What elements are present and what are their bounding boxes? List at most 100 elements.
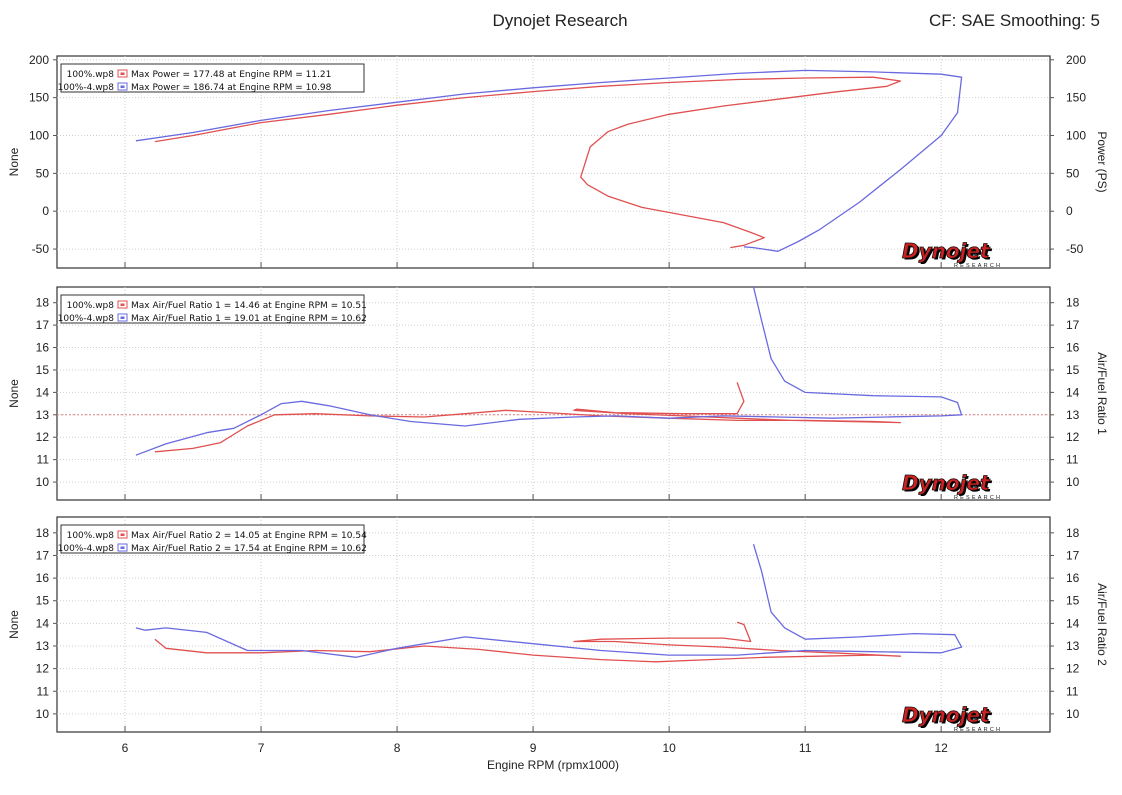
legend-swatch (117, 300, 128, 309)
legend-swatch-fill (120, 533, 125, 536)
legend-swatch-fill (120, 316, 125, 319)
legend-swatch-fill (120, 85, 125, 88)
legend-run-name: 100%.wp8 (67, 301, 115, 311)
y-tick-label-right: 10 (1066, 475, 1080, 489)
y-tick-label-right: 17 (1066, 548, 1080, 562)
y-tick-label-right: 14 (1066, 616, 1080, 630)
legend-swatch-fill (120, 303, 125, 306)
y-tick-label-left: 13 (36, 639, 50, 653)
dynojet-logo: Dynojet (902, 703, 991, 727)
legend-run-name: 100%.wp8 (67, 70, 115, 80)
logo-shadow: Dynojet (904, 705, 993, 729)
y-tick-label-left: 0 (42, 204, 49, 218)
x-axis-label: Engine RPM (rpmx1000) (487, 758, 619, 772)
x-tick-label: 8 (394, 741, 401, 755)
y-tick-label-right: 11 (1066, 684, 1079, 698)
y-tick-label-left: 14 (36, 385, 50, 399)
y-tick-label-left: 13 (36, 408, 50, 422)
y-tick-label-left: 10 (36, 475, 50, 489)
legend-swatch (117, 69, 128, 78)
legend-box (60, 294, 365, 324)
y-tick-label-right: 16 (1066, 341, 1080, 355)
legend-swatch-fill (120, 546, 125, 549)
logo-shadow: Dynojet (904, 241, 993, 265)
logo-subtext: RESEARCH (954, 495, 1002, 501)
y-axis-label-left: None (7, 610, 21, 639)
chart-title: Dynojet Research (492, 11, 627, 30)
logo-shadow: Dynojet (904, 473, 993, 497)
x-tick-label: 10 (662, 741, 676, 755)
y-tick-label-right: 100 (1066, 129, 1086, 143)
dynojet-logo: Dynojet (902, 471, 991, 495)
y-tick-label-right: 0 (1066, 204, 1073, 218)
y-tick-label-left: 18 (36, 526, 50, 540)
x-tick-label: 11 (799, 741, 812, 755)
legend-swatch (117, 313, 128, 322)
chart-panel-1: -50 -50 0 0 50 50 100 100 150 150 200 200 None Power … (7, 53, 1109, 269)
series-line-1 (154, 76, 902, 249)
y-tick-label-right: 16 (1066, 571, 1080, 585)
y-tick-label-left: 10 (36, 707, 50, 721)
legend-run-name: 100%-4.wp8 (58, 544, 115, 554)
y-tick-label-left: 16 (36, 571, 50, 585)
legend-swatch (117, 543, 128, 552)
y-tick-label-right: 13 (1066, 408, 1080, 422)
legend-swatch (117, 530, 128, 539)
chart-panel-3: 10 10 11 11 12 12 13 13 14 14 15 15 16 16 17 17 18 18 None… (7, 516, 1109, 733)
legend-text: Max Power = 186.74 at Engine RPM = 10.98 (131, 83, 332, 93)
y-axis-label-left: None (7, 147, 21, 176)
y-tick-label-left: -50 (32, 242, 50, 256)
series-line-1 (154, 621, 902, 663)
y-tick-label-left: 100 (29, 129, 49, 143)
y-tick-label-right: 12 (1066, 662, 1080, 676)
y-tick-label-left: 17 (36, 548, 50, 562)
series-line-2 (135, 544, 963, 658)
x-tick-label: 12 (934, 741, 948, 755)
y-tick-label-right: 10 (1066, 707, 1080, 721)
y-tick-label-right: -50 (1066, 242, 1084, 256)
y-tick-label-left: 15 (36, 363, 50, 377)
y-tick-label-left: 16 (36, 341, 50, 355)
y-axis-label-right: Air/Fuel Ratio 2 (1095, 583, 1109, 666)
y-tick-label-right: 13 (1066, 639, 1080, 653)
y-tick-label-right: 50 (1066, 166, 1080, 180)
x-tick-label: 7 (258, 741, 265, 755)
legend-box (60, 63, 365, 93)
legend-text: Max Air/Fuel Ratio 2 = 14.05 at Engine R… (131, 531, 367, 541)
series-line-2 (135, 69, 963, 252)
legend-run-name: 100%.wp8 (67, 531, 115, 541)
legend-box (60, 524, 365, 554)
y-tick-label-right: 12 (1066, 430, 1080, 444)
y-axis-label-left: None (7, 379, 21, 408)
chart-panel-2: 10 10 11 11 12 12 13 13 14 14 15 15 16 16 17 17 18 18 None… (7, 286, 1109, 501)
y-tick-label-right: 14 (1066, 385, 1080, 399)
y-tick-label-left: 11 (37, 684, 50, 698)
y-tick-label-left: 150 (29, 91, 49, 105)
legend-text: Max Air/Fuel Ratio 2 = 17.54 at Engine R… (131, 544, 367, 554)
legend-swatch (117, 82, 128, 91)
y-tick-label-left: 12 (36, 662, 50, 676)
legend-run-name: 100%-4.wp8 (58, 83, 115, 93)
y-tick-label-left: 12 (36, 430, 50, 444)
y-tick-label-right: 15 (1066, 594, 1080, 608)
y-tick-label-left: 200 (29, 53, 49, 67)
logo-subtext: RESEARCH (954, 727, 1002, 733)
series-line-2 (135, 286, 963, 456)
x-tick-label: 6 (122, 741, 129, 755)
y-tick-label-right: 11 (1066, 453, 1079, 467)
legend-text: Max Air/Fuel Ratio 1 = 19.01 at Engine R… (131, 314, 367, 324)
legend-text: Max Power = 177.48 at Engine RPM = 11.21 (131, 70, 331, 80)
y-axis-label-right: Air/Fuel Ratio 1 (1095, 352, 1109, 435)
y-tick-label-left: 11 (37, 453, 50, 467)
y-axis-label-right: Power (PS) (1095, 131, 1109, 192)
y-tick-label-right: 17 (1066, 318, 1080, 332)
y-tick-label-right: 18 (1066, 296, 1080, 310)
y-tick-label-right: 15 (1066, 363, 1080, 377)
legend-run-name: 100%-4.wp8 (58, 314, 115, 324)
y-tick-label-left: 50 (36, 166, 50, 180)
legend-text: Max Air/Fuel Ratio 1 = 14.46 at Engine R… (131, 301, 367, 311)
y-tick-label-right: 200 (1066, 53, 1086, 67)
logo-subtext: RESEARCH (954, 263, 1002, 269)
series-line-1 (154, 382, 902, 453)
dynojet-logo: Dynojet (902, 239, 991, 263)
